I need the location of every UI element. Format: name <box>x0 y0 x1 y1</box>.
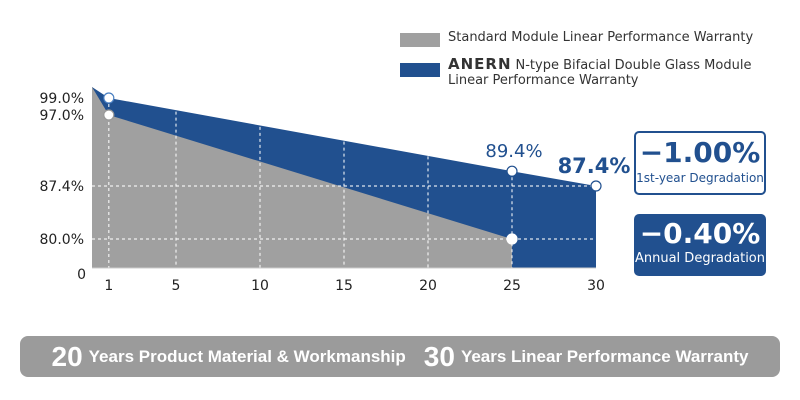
x-tick-label: 20 <box>419 278 437 294</box>
data-point-marker <box>506 233 518 245</box>
warranty-chart: 1 5 10 15 20 25 30080.0%87.4%97.0%99.0%89.4%87… <box>40 87 631 294</box>
legend-swatch-anern <box>400 63 440 77</box>
first-year-label: 1st-year Degradation <box>636 171 764 185</box>
legend-standard: Standard Module Linear Performance Warra… <box>400 30 753 47</box>
y-tick-label: 87.4% <box>40 179 84 195</box>
annual-degradation-box: −0.40% Annual Degradation <box>634 214 766 276</box>
y-tick-label: 97.0% <box>40 108 84 124</box>
banner-num-2: 30 <box>423 340 455 372</box>
data-label-year25: 89.4% <box>485 141 542 162</box>
y-tick-label: 99.0% <box>40 91 84 107</box>
data-point-marker <box>506 165 518 177</box>
legend-label-anern-2: Linear Performance Warranty <box>448 73 639 88</box>
x-tick-label: 1 <box>104 278 113 294</box>
x-tick-label: 30 <box>587 278 605 294</box>
data-point-marker <box>590 180 602 192</box>
first-year-degradation-box: −1.00% 1st-year Degradation <box>634 131 766 195</box>
banner-num-1: 20 <box>51 340 83 372</box>
x-tick-label: 10 <box>251 278 269 294</box>
x-tick-label: 25 <box>503 278 521 294</box>
y-tick-label: 80.0% <box>40 232 84 248</box>
standard-area <box>92 87 512 268</box>
x-tick-label: 5 <box>172 278 181 294</box>
legend-brand: ANERN <box>448 55 512 73</box>
data-label-year30: 87.4% <box>558 154 631 178</box>
x-tick-label: 15 <box>335 278 353 294</box>
banner-text-1: Years Product Material & Workmanship <box>88 346 406 366</box>
legend-label-standard: Standard Module Linear Performance Warra… <box>448 30 754 45</box>
first-year-value: −1.00% <box>639 136 761 169</box>
data-point-marker <box>103 92 115 104</box>
banner-text-2: Years Linear Performance Warranty <box>460 346 749 366</box>
legend-anern: ANERN N-type Bifacial Double Glass Module… <box>400 55 753 88</box>
y-tick-label: 0 <box>77 267 86 283</box>
legend-swatch-standard <box>400 33 440 47</box>
annual-label: Annual Degradation <box>634 251 765 266</box>
legend: Standard Module Linear Performance Warra… <box>400 30 753 96</box>
warranty-banner: 20 Years Product Material & Workmanship … <box>20 336 780 377</box>
data-point-marker <box>103 109 115 121</box>
legend-label-anern-1: N-type Bifacial Double Glass Module <box>515 58 752 73</box>
annual-value: −0.40% <box>639 217 761 250</box>
